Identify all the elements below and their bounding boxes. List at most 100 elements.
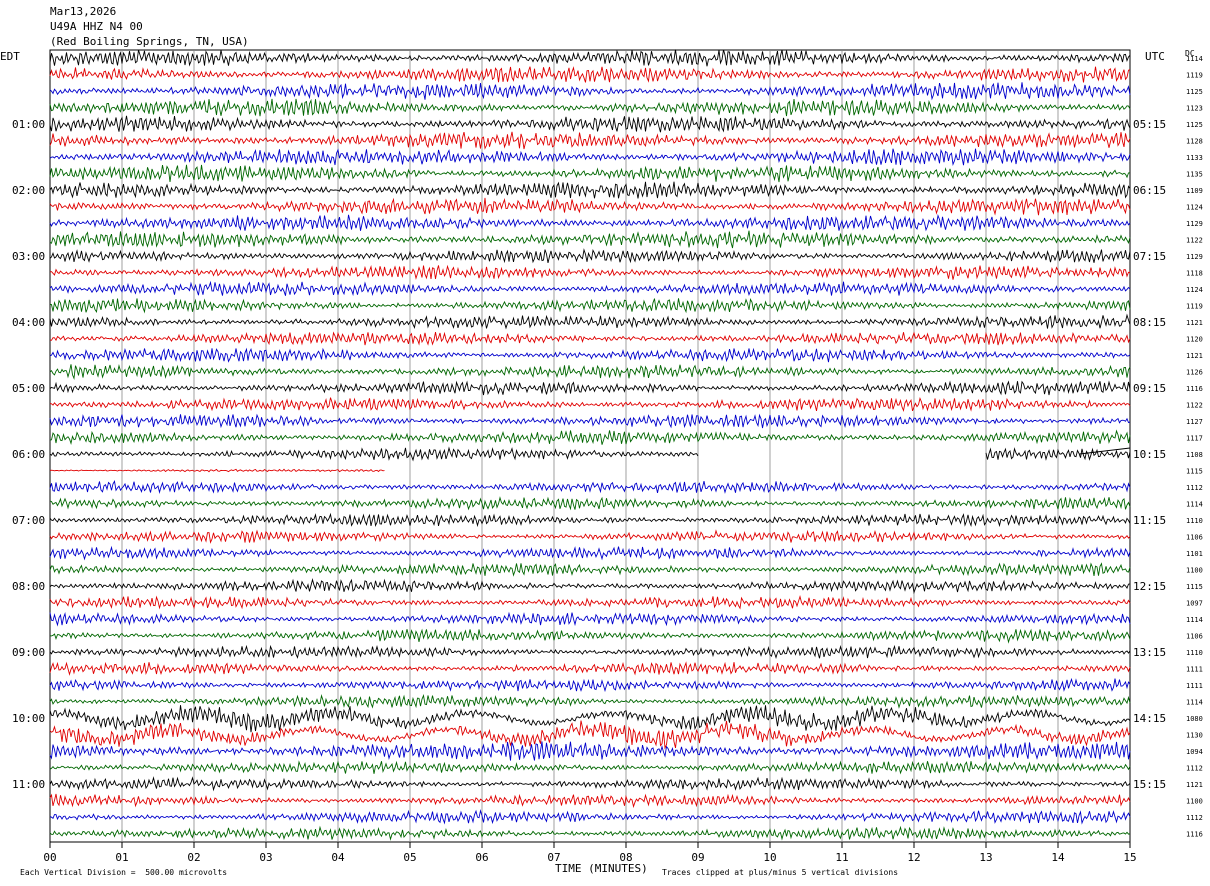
- left-hour-label: 02:00: [12, 184, 45, 197]
- dc-offset-label: 1119: [1186, 72, 1203, 80]
- x-tick-label: 00: [43, 851, 56, 864]
- left-hour-label: 07:00: [12, 514, 45, 527]
- right-hour-label: 12:15: [1133, 580, 1166, 593]
- seismic-trace: [49, 197, 1131, 216]
- seismic-trace: [49, 628, 1131, 644]
- seismic-trace: [49, 347, 1131, 363]
- dc-offset-label: 1133: [1186, 154, 1203, 162]
- seismic-trace: [49, 496, 1131, 511]
- seismic-trace: [49, 446, 699, 462]
- dc-offset-label: 1106: [1186, 633, 1203, 641]
- x-tick-label: 08: [619, 851, 632, 864]
- x-tick-label: 13: [979, 851, 992, 864]
- seismic-trace: [49, 479, 1131, 494]
- dc-offset-label: 1121: [1186, 319, 1203, 327]
- dc-offset-label: 1124: [1186, 204, 1203, 212]
- seismic-trace: [49, 115, 1131, 133]
- dc-offset-label: 1120: [1186, 336, 1203, 344]
- right-hour-label: 08:15: [1133, 316, 1166, 329]
- left-hour-label: 05:00: [12, 382, 45, 395]
- dc-offset-label: 1097: [1186, 600, 1203, 608]
- seismic-trace: [49, 413, 1131, 429]
- dc-offset-label: 1129: [1186, 253, 1203, 261]
- left-hour-label: 11:00: [12, 778, 45, 791]
- seismic-trace: [49, 661, 1131, 676]
- x-tick-label: 11: [835, 851, 848, 864]
- left-hour-label: 10:00: [12, 712, 45, 725]
- seismic-trace: [49, 280, 1131, 297]
- seismic-trace: [49, 776, 1131, 792]
- dc-offset-label: 1115: [1186, 583, 1203, 591]
- seismic-trace: [49, 825, 1131, 841]
- dc-offset-label: 1122: [1186, 402, 1203, 410]
- seismic-trace: [49, 677, 1131, 693]
- seismic-trace: [49, 264, 1131, 280]
- right-hour-label: 14:15: [1133, 712, 1166, 725]
- dc-offset-label: 1112: [1186, 765, 1203, 773]
- seismic-trace: [985, 447, 1131, 461]
- right-hour-label: 11:15: [1133, 514, 1166, 527]
- seismic-trace: [49, 331, 1131, 346]
- seismic-trace: [49, 577, 1131, 595]
- dc-offset-label: 1108: [1186, 451, 1203, 459]
- seismic-trace: [49, 760, 1131, 775]
- seismic-trace: [49, 545, 1131, 561]
- seismic-trace: [49, 131, 1131, 150]
- seismic-trace: [49, 213, 1131, 232]
- x-tick-label: 12: [907, 851, 920, 864]
- x-axis-label: TIME (MINUTES): [555, 862, 648, 875]
- dc-offset-label: 1124: [1186, 286, 1203, 294]
- dc-offset-label: 1125: [1186, 88, 1203, 96]
- dc-offset-label: 1100: [1186, 567, 1203, 575]
- dc-offset-label: 1112: [1186, 814, 1203, 822]
- seismic-trace: [49, 380, 1131, 396]
- dc-offset-label: 1114: [1186, 616, 1203, 624]
- seismic-trace: [49, 396, 1131, 413]
- dc-offset-label: 1114: [1186, 55, 1203, 63]
- x-tick-label: 03: [259, 851, 272, 864]
- seismic-trace: [49, 720, 1131, 750]
- x-tick-label: 15: [1123, 851, 1136, 864]
- dc-offset-label: 1121: [1186, 781, 1203, 789]
- dc-offset-header: DC: [1185, 49, 1195, 58]
- seismic-trace: [49, 644, 1131, 660]
- x-tick-label: 14: [1051, 851, 1065, 864]
- seismic-trace: [49, 98, 1131, 117]
- dc-offset-label: 1109: [1186, 187, 1203, 195]
- right-hour-label: 05:15: [1133, 118, 1166, 131]
- seismic-trace: [49, 512, 1131, 528]
- seismic-trace: [49, 705, 1131, 733]
- dc-offset-label: 1128: [1186, 138, 1203, 146]
- dc-offset-label: 1119: [1186, 303, 1203, 311]
- seismic-trace: [49, 66, 1131, 83]
- right-hour-label: 09:15: [1133, 382, 1166, 395]
- x-tick-label: 05: [403, 851, 416, 864]
- dc-offset-label: 1100: [1186, 798, 1203, 806]
- x-tick-label: 09: [691, 851, 704, 864]
- seismic-trace: [49, 313, 1131, 330]
- x-tick-label: 06: [475, 851, 488, 864]
- header-station: U49A HHZ N4 00: [50, 20, 143, 33]
- clip-note: Traces clipped at plus/minus 5 vertical …: [662, 868, 899, 877]
- dc-offset-label: 1122: [1186, 237, 1203, 245]
- seismic-trace: [49, 429, 1131, 445]
- header-date: Mar13,2026: [50, 5, 117, 18]
- seismic-trace: [49, 694, 1131, 709]
- seismic-trace: [1079, 447, 1131, 455]
- dc-offset-label: 1080: [1186, 715, 1203, 723]
- dc-offset-label: 1110: [1186, 517, 1203, 525]
- right-hour-label: 15:15: [1133, 778, 1166, 791]
- dc-offset-label: 1111: [1186, 682, 1203, 690]
- seismic-trace: [49, 809, 1131, 825]
- dc-offset-label: 1130: [1186, 732, 1203, 740]
- left-hour-label: 03:00: [12, 250, 45, 263]
- dc-offset-label: 1118: [1186, 270, 1203, 278]
- dc-offset-label: 1126: [1186, 369, 1203, 377]
- dc-offset-label: 1101: [1186, 550, 1203, 558]
- dc-offset-label: 1123: [1186, 105, 1203, 113]
- seismic-trace: [49, 468, 385, 473]
- dc-offset-label: 1115: [1186, 468, 1203, 476]
- x-tick-label: 02: [187, 851, 200, 864]
- seismic-trace: [49, 148, 1131, 167]
